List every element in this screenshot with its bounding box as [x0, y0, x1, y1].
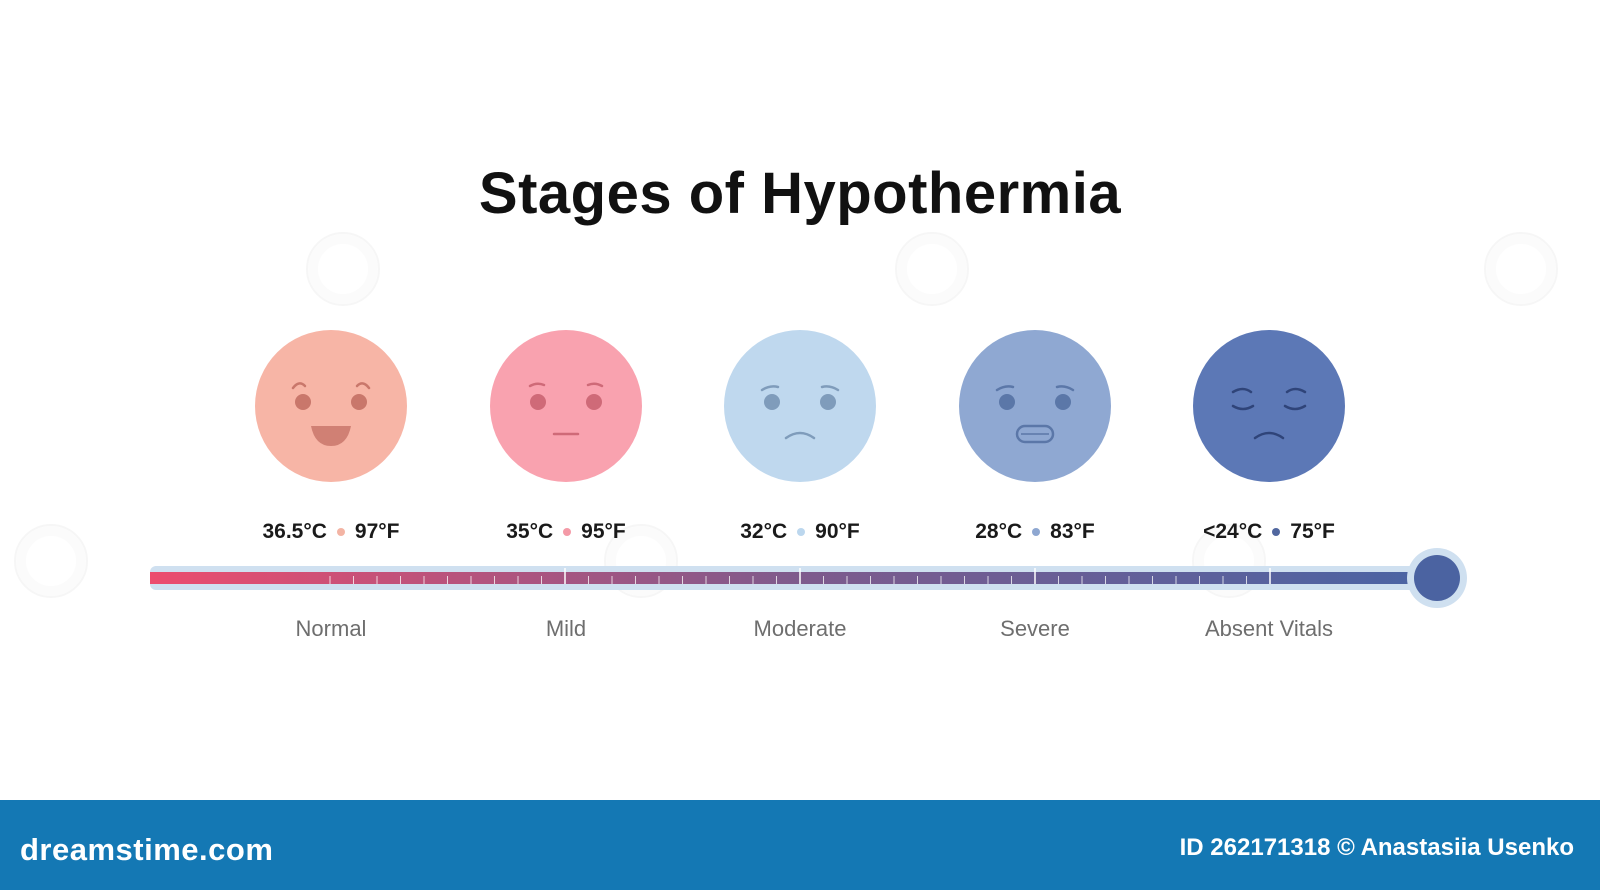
eye	[764, 394, 780, 410]
eye	[820, 394, 836, 410]
footer-bar	[0, 800, 1600, 890]
fahrenheit-value: 97°F	[354, 520, 400, 543]
eyebrow	[528, 382, 546, 388]
eye	[530, 394, 546, 410]
temperature-dot	[1032, 528, 1041, 536]
thermometer-bar	[150, 548, 1467, 608]
mouth	[784, 431, 816, 440]
celsius-value: <24°C	[1203, 520, 1263, 543]
temperature-reading: 32°C 90°F	[690, 520, 910, 544]
fahrenheit-value: 95°F	[581, 520, 626, 543]
watermark-ring	[895, 232, 969, 306]
eye	[586, 394, 602, 410]
fahrenheit-value: 90°F	[815, 520, 860, 543]
eyebrow	[760, 385, 780, 392]
face-normal-icon	[255, 330, 407, 482]
temperature-dot	[797, 528, 806, 536]
face-circle	[959, 330, 1111, 482]
temperature-reading: 36.5°C 97°F	[221, 520, 441, 544]
watermark-ring	[1484, 232, 1558, 306]
temperature-dot	[336, 528, 345, 536]
fahrenheit-value: 75°F	[1290, 520, 1335, 543]
eyebrow	[586, 382, 604, 388]
celsius-value: 32°C	[740, 520, 788, 543]
image-credit: ID 262171318 © Anastasiia Usenko	[1179, 834, 1574, 861]
watermark-ring	[306, 232, 380, 306]
closed-eye	[1231, 404, 1255, 411]
face-circle	[1193, 330, 1345, 482]
stage-label-mild: Mild	[545, 616, 587, 641]
closed-eye	[1283, 404, 1307, 411]
eyebrow	[1285, 387, 1307, 394]
stage-label-absent-vitals: Absent Vitals	[1204, 616, 1333, 641]
temperature-reading: 35°C 95°F	[456, 520, 676, 544]
mouth	[311, 426, 351, 446]
thermometer-fill	[150, 572, 1430, 584]
face-mild-icon	[490, 330, 642, 482]
stage-label-moderate: Moderate	[753, 616, 847, 641]
face-moderate-icon	[724, 330, 876, 482]
eyebrow	[820, 385, 840, 392]
face-circle	[490, 330, 642, 482]
eyebrow	[291, 382, 307, 390]
mouth	[1253, 431, 1285, 440]
eye	[999, 394, 1015, 410]
face-absent-vitals-icon	[1193, 330, 1345, 482]
eyebrow	[355, 382, 371, 390]
temperature-reading: <24°C 75°F	[1159, 520, 1379, 544]
face-circle	[255, 330, 407, 482]
thermometer-ticks	[329, 568, 1271, 584]
temperature-dot	[1272, 528, 1281, 536]
mouth	[1015, 424, 1055, 444]
face-circle	[724, 330, 876, 482]
stage-label-severe: Severe	[1000, 616, 1070, 641]
eyebrow	[1231, 387, 1253, 394]
temperature-dot	[563, 528, 572, 536]
face-severe-icon	[959, 330, 1111, 482]
thermometer-bulb	[1414, 555, 1460, 601]
faces-row	[0, 330, 1600, 482]
eye	[295, 394, 311, 410]
stage-label-normal: Normal	[295, 616, 367, 641]
eyebrow	[995, 385, 1015, 392]
celsius-value: 36.5°C	[262, 520, 327, 543]
eyebrow	[1055, 385, 1075, 392]
temperature-reading: 28°C 83°F	[925, 520, 1145, 544]
celsius-value: 28°C	[975, 520, 1023, 543]
celsius-value: 35°C	[506, 520, 554, 543]
fahrenheit-value: 83°F	[1050, 520, 1095, 543]
eye	[351, 394, 367, 410]
brand-logo[interactable]: dreamstime.com	[20, 832, 274, 867]
page-title: Stages of Hypothermia	[478, 161, 1122, 226]
eye	[1055, 394, 1071, 410]
